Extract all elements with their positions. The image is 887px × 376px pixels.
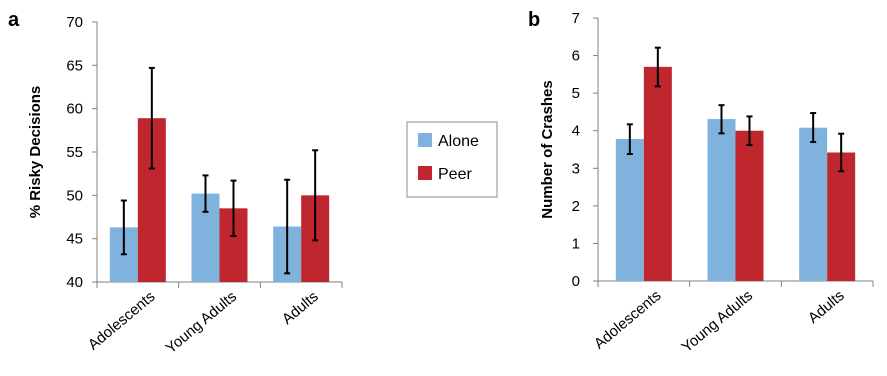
y-tick-label: 0 — [572, 273, 580, 290]
y-tick-label: 1 — [572, 235, 580, 252]
y-tick-label: 50 — [66, 187, 83, 204]
y-tick-label: 2 — [572, 198, 580, 215]
x-category-label: Adolescents — [85, 288, 159, 354]
x-category-label: Young Adults — [678, 287, 756, 356]
y-tick-label: 5 — [572, 85, 580, 102]
y-tick-label: 70 — [66, 14, 83, 31]
bar-peer-adults — [827, 152, 856, 281]
bar-alone-adolescents — [615, 138, 644, 281]
bar-peer-young-adults — [735, 130, 764, 281]
panel-b-crashes-chart: b Number of Crashes 0 1 2 3 4 5 6 7 Adolescents You… — [528, 9, 874, 356]
y-tick-label: 65 — [66, 57, 83, 74]
y-tick-label: 4 — [572, 123, 580, 140]
x-category-label: Young Adults — [162, 288, 240, 357]
bar-alone-young-adults — [707, 119, 736, 282]
x-category-label: Adolescents — [591, 287, 665, 353]
x-category-label: Adults — [279, 288, 322, 328]
legend: Alone Peer — [406, 121, 498, 198]
y-tick-label: 60 — [66, 101, 83, 118]
y-tick-label: 55 — [66, 144, 83, 161]
panel-a-risky-decisions-chart: a % Risky Decisions 40 45 50 55 60 65 70 Adolesce… — [8, 9, 343, 357]
legend-swatch-peer — [418, 166, 432, 180]
y-tick-label: 40 — [66, 274, 83, 291]
x-category-label: Adults — [805, 287, 848, 327]
y-axis-label: Number of Crashes — [539, 80, 556, 218]
y-tick-label: 45 — [66, 231, 83, 248]
y-tick-label: 6 — [572, 48, 580, 65]
y-axis-label: % Risky Decisions — [27, 86, 44, 219]
panel-label: b — [528, 9, 540, 31]
legend-label-alone: Alone — [438, 133, 479, 150]
panel-label: a — [8, 9, 20, 31]
y-tick-label: 7 — [572, 10, 580, 27]
y-tick-label: 3 — [572, 160, 580, 177]
legend-swatch-alone — [418, 133, 432, 147]
bar-alone-adults — [799, 127, 828, 281]
bar-peer-adolescents — [643, 66, 672, 281]
legend-label-peer: Peer — [438, 166, 472, 183]
